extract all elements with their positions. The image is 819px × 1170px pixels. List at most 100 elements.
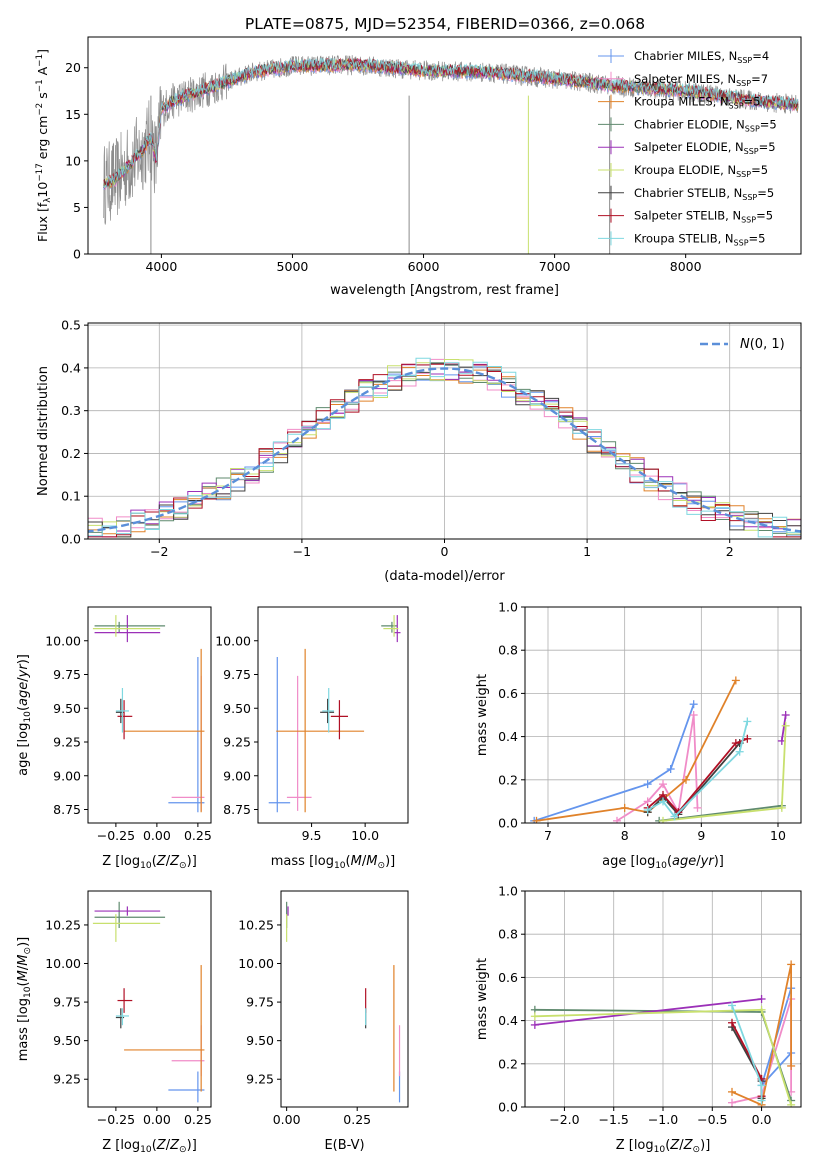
y-tick-label: 9.25 (53, 735, 81, 750)
axes-frame (87, 890, 212, 1108)
plot-area-weight_vs_age (530, 676, 790, 823)
y-tick-label: 20 (65, 60, 81, 75)
axes-age_vs_Z: −0.25 0.00 0.25 8.75 9.00 9.25 9.50 9.75 10.00 Z … (16, 606, 212, 871)
axes-weight_vs_Z: −2.0 −1.5 −1.0 −0.5 0.0 0.0 0.2 0.4 0.6 0.8 1.0 Z [… (475, 884, 802, 1155)
plot-area-weight_vs_Z (530, 960, 796, 1107)
y-axis-label: mass [log10(M/M⊙)] (16, 937, 33, 1061)
y-axis-label: mass weight (475, 958, 490, 1040)
errorbar-chabrier_miles (268, 656, 291, 813)
y-tick-label: 10.00 (45, 633, 81, 648)
y-tick-label: 9.25 (246, 1072, 274, 1087)
weight-line (616, 714, 699, 822)
x-axis-label: wavelength [Angstrom, rest frame] (330, 283, 559, 298)
model-spectrum-chabrier_stelib (103, 57, 799, 188)
series-kroupa_elodie (659, 721, 790, 823)
weight-line (731, 964, 792, 1107)
x-tick-label: 0.25 (184, 828, 212, 843)
axes-mass_vs_Z: −0.25 0.00 0.25 9.25 9.50 9.75 10.00 10.25 Z [lo… (16, 890, 212, 1155)
y-tick-label: 8.75 (223, 802, 251, 817)
errorbar-kroupa_stelib (115, 688, 129, 733)
y-tick-label: 9.75 (223, 667, 251, 682)
y-tick-label: 15 (65, 107, 81, 122)
x-tick-label: −2.0 (549, 1112, 579, 1127)
y-tick-label: 10.00 (45, 956, 81, 971)
y-axis-label: mass weight (475, 674, 490, 756)
y-tick-label: 9.75 (53, 995, 81, 1010)
legend-entry-chabrier_elodie: Chabrier ELODIE, NSSP=5 (598, 117, 777, 133)
legend-entry-salpeter_stelib: Salpeter STELIB, NSSP=5 (598, 208, 773, 225)
errorbar-salpeter_miles (171, 1025, 205, 1077)
y-tick-label: 9.25 (223, 735, 251, 750)
axes-frame (87, 606, 212, 824)
x-tick-label: 0.00 (143, 1112, 171, 1127)
x-axis-label: age [log10(age/yr)] (602, 854, 724, 871)
legend-label: Salpeter ELODIE, NSSP=5 (634, 140, 776, 156)
y-tick-label: 0.6 (498, 686, 518, 701)
y-tick-label: 0.2 (498, 1056, 518, 1071)
y-tick-label: 0.8 (498, 927, 518, 942)
x-tick-label: −2 (150, 544, 168, 559)
x-tick-label: 5000 (277, 259, 309, 274)
weight-line (536, 679, 737, 822)
x-tick-label: −0.25 (97, 828, 135, 843)
weight-line (534, 998, 762, 1026)
legend-entry-kroupa_elodie: Kroupa ELODIE, NSSP=5 (598, 163, 768, 179)
y-tick-label: 0.4 (61, 360, 81, 375)
y-tick-label: 0.4 (498, 1013, 518, 1028)
legend-label: Chabrier ELODIE, NSSP=5 (634, 117, 777, 133)
x-tick-label: 9.5 (302, 828, 322, 843)
figure-title: PLATE=0875, MJD=52354, FIBERID=0366, z=0… (245, 15, 645, 33)
plot-area-spectrum (103, 54, 799, 254)
errorbar-salpeter_stelib (330, 700, 348, 740)
spectrum-legend: Chabrier MILES, NSSP=4 Salpeter MILES, NS… (598, 49, 777, 247)
axes-residuals: −2 −1 0 1 2 0.0 0.1 0.2 0.3 0.4 0.5 N(0, 1) (data-mo… (36, 318, 802, 584)
axes-spectrum: 4000 5000 6000 7000 8000 0 5 10 15 20 wavelength [… (35, 36, 802, 298)
y-tick-label: 9.50 (53, 701, 81, 716)
x-tick-label: −1 (293, 544, 311, 559)
errorbar-chabrier_elodie (94, 901, 166, 929)
axes-mass_vs_ebv: 0.00 0.25 9.25 9.50 9.75 10.00 10.25 E(B-V) (238, 890, 409, 1153)
errorbar-salpeter_stelib (117, 988, 133, 1013)
series-kroupa_stelib (643, 717, 752, 821)
x-tick-label: 8000 (670, 259, 702, 274)
axes-age_vs_mass: 9.5 10.0 8.75 9.00 9.25 9.50 9.75 10.00 mass [lo… (215, 606, 409, 871)
axes-frame (87, 36, 802, 255)
y-tick-label: 10 (65, 153, 81, 168)
axes-frame (257, 606, 409, 824)
legend-label: Salpeter MILES, NSSP=7 (634, 72, 768, 88)
y-tick-label: 0.5 (61, 318, 81, 333)
errorbar-kroupa_miles (124, 648, 205, 813)
x-tick-label: −1.0 (648, 1112, 678, 1127)
legend-label: Kroupa STELIB, NSSP=5 (634, 231, 765, 247)
y-tick-label: 9.25 (53, 1072, 81, 1087)
y-tick-label: 10.00 (238, 956, 274, 971)
legend-label: Chabrier STELIB, NSSP=5 (634, 186, 774, 202)
axes-frame (524, 606, 802, 824)
y-tick-label: 0.8 (498, 643, 518, 658)
x-tick-label: 2 (726, 544, 734, 559)
errorbar-kroupa_stelib (115, 1008, 129, 1026)
y-tick-label: 1.0 (498, 600, 518, 615)
y-tick-label: 8.75 (53, 802, 81, 817)
y-axis-label: age [log10(age/yr)] (16, 654, 33, 776)
y-tick-label: 10.25 (238, 917, 274, 932)
x-tick-label: 9 (697, 828, 705, 843)
y-tick-label: 0 (73, 247, 81, 262)
y-tick-label: 10.25 (45, 917, 81, 932)
legend-label: Kroupa ELODIE, NSSP=5 (634, 163, 768, 179)
x-axis-label: mass [log10(M/M⊙)] (271, 854, 395, 871)
errorbar-kroupa_miles (124, 965, 205, 1092)
legend-entry-salpeter_miles: Salpeter MILES, NSSP=7 (598, 71, 768, 88)
x-tick-label: 6000 (408, 259, 440, 274)
y-tick-label: 0.1 (61, 489, 81, 504)
series-chabrier_stelib (728, 1023, 766, 1103)
x-tick-label: 7000 (539, 259, 571, 274)
y-tick-label: 9.00 (53, 768, 81, 783)
errorbar-kroupa_stelib (322, 688, 335, 733)
x-axis-label: E(B-V) (324, 1138, 364, 1153)
plot-area-residuals (88, 357, 801, 538)
x-tick-label: 0.25 (184, 1112, 212, 1127)
y-axis-label: Flux [fλ10−17 erg cm−2 s−1 A−1] (35, 49, 53, 242)
errorbar-chabrier_elodie (94, 621, 166, 633)
